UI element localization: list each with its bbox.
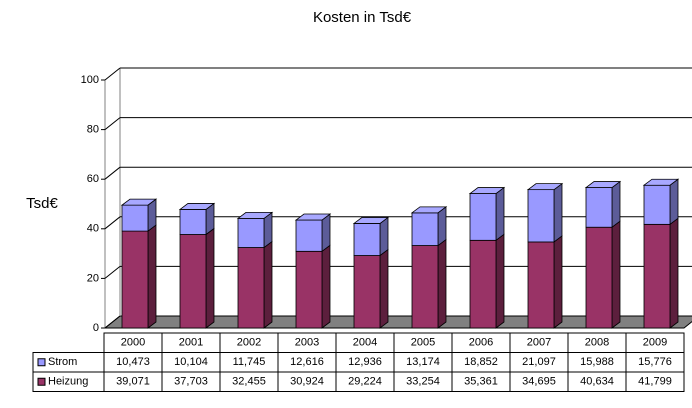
data-label: 15,988 (580, 356, 614, 368)
bar-top (642, 178, 680, 186)
bar-side (611, 220, 621, 329)
bar-top (526, 183, 564, 191)
y-tick-label: 20 (87, 272, 99, 284)
grid-diag (104, 166, 121, 180)
bar (585, 187, 613, 228)
bar (179, 209, 207, 235)
data-label: 37,703 (174, 376, 208, 388)
bar (237, 217, 265, 248)
bar-side (495, 186, 505, 242)
bar-side (553, 235, 563, 329)
bar (179, 234, 207, 329)
data-label: 10,473 (116, 356, 150, 368)
bar-side (611, 180, 621, 229)
data-label: 40,634 (580, 376, 614, 388)
bar-top (410, 206, 448, 214)
y-tick-label: 80 (87, 124, 99, 136)
grid-diag (104, 67, 121, 81)
x-tick-label: 2009 (643, 337, 667, 349)
bar (469, 239, 497, 329)
y-tick-label: 40 (87, 223, 99, 235)
data-label: 34,695 (522, 376, 556, 388)
data-label: 33,254 (406, 376, 440, 388)
x-tick-label: 2002 (237, 337, 261, 349)
bar-side (437, 238, 447, 329)
bar-top (468, 187, 506, 194)
x-tick-label: 2007 (527, 337, 551, 349)
data-label: 35,361 (464, 376, 498, 388)
data-label: 12,616 (290, 356, 324, 368)
bar (237, 247, 265, 329)
bar (643, 223, 671, 329)
data-label: 21,097 (522, 356, 556, 368)
x-tick-label: 2000 (121, 337, 145, 349)
y-tick-label: 0 (93, 322, 99, 334)
data-label: 29,224 (348, 376, 382, 388)
legend-label: Strom (48, 356, 77, 368)
x-tick-label: 2004 (353, 337, 377, 349)
bar (121, 230, 149, 329)
bar-top (584, 181, 622, 188)
bar-top (236, 211, 274, 219)
bar (411, 212, 439, 246)
bar-top (352, 217, 390, 224)
data-label: 15,776 (638, 356, 672, 368)
bar-top (178, 203, 216, 210)
x-tick-label: 2005 (411, 337, 435, 349)
bar-side (437, 206, 447, 247)
bar (411, 245, 439, 329)
grid-diag (104, 216, 121, 230)
bar (295, 219, 323, 252)
x-tick-label: 2006 (469, 337, 493, 349)
bar (295, 250, 323, 329)
data-label: 39,071 (116, 376, 150, 388)
x-tick-label: 2001 (179, 337, 203, 349)
data-label: 11,745 (233, 356, 266, 368)
bar-side (321, 244, 331, 329)
y-axis-label: Tsd€ (26, 195, 58, 212)
bar-side (669, 217, 679, 329)
bar-side (379, 216, 389, 257)
bar (527, 241, 555, 329)
grid-diag (104, 315, 121, 329)
bar (469, 193, 497, 241)
legend-key (37, 358, 46, 367)
legend-label: Heizung (48, 376, 88, 388)
bar (353, 223, 381, 256)
bar (353, 255, 381, 329)
data-label: 32,455 (232, 376, 266, 388)
data-label: 10,104 (174, 356, 208, 368)
bar (643, 184, 671, 225)
chart-title: Kosten in Tsd€ (313, 9, 412, 26)
bar-top (120, 198, 158, 206)
data-label: 12,936 (348, 356, 382, 368)
bar-side (263, 240, 273, 329)
bar-side (147, 224, 157, 329)
bar (121, 204, 149, 232)
data-label: 18,852 (464, 356, 498, 368)
data-label: 30,924 (290, 376, 324, 388)
bar-side (379, 248, 389, 329)
bar-top (294, 213, 332, 221)
bar (527, 189, 555, 243)
legend-key (37, 377, 46, 386)
bar-side (669, 178, 679, 226)
x-tick-label: 2003 (295, 337, 319, 349)
y-tick-label: 60 (87, 173, 99, 185)
bar-side (205, 227, 215, 329)
data-label: 13,174 (406, 356, 440, 368)
bar-side (553, 182, 563, 243)
grid-diag (104, 117, 121, 130)
y-tick-label: 100 (81, 74, 99, 86)
grid-diag (104, 266, 121, 279)
data-label: 41,799 (638, 376, 672, 388)
bar (585, 226, 613, 329)
x-tick-label: 2008 (585, 337, 609, 349)
bar-side (495, 233, 505, 329)
